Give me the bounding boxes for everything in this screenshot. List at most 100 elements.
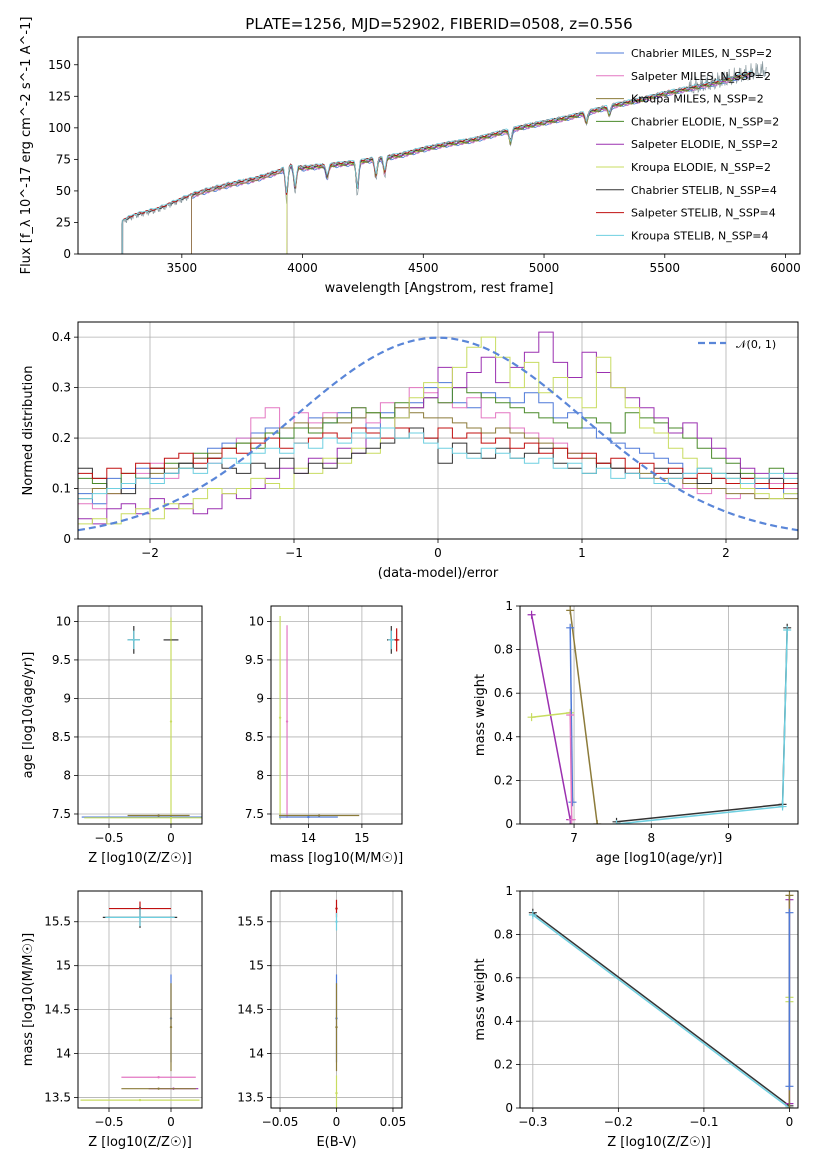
axes-frame [77, 36, 801, 255]
point-errorbar [127, 630, 140, 650]
panel-z-vs-mass: −0.5 0 13.5 14 14.5 15 15.5 Z [log10(Z/Z☉)] mass… [21, 890, 203, 1150]
point-marker [169, 816, 173, 820]
point-marker [169, 720, 173, 723]
y-tick-label: 15.5 [237, 915, 264, 929]
histogram-step [78, 336, 798, 525]
weight-line [616, 629, 788, 824]
y-tick-label: 0.2 [494, 773, 513, 787]
plot-area [81, 617, 202, 824]
plus-marker [778, 802, 787, 811]
point-errorbar [121, 1087, 196, 1090]
grid-lines [520, 890, 798, 1109]
y-tick-label: 50 [56, 184, 71, 198]
panel-ebv-vs-mass: −0.05 0 0.05 13.5 14 14.5 15 15.5 E(B-V) [237, 890, 406, 1150]
legend-label: Salpeter STELIB, N_SSP=4 [631, 207, 776, 220]
point-marker [157, 1087, 160, 1090]
point-marker [317, 814, 321, 817]
point-marker [169, 1025, 173, 1029]
weight-line [569, 714, 573, 820]
y-tick-label: 14 [249, 1047, 264, 1061]
model-line [100, 70, 752, 254]
axes-frame [77, 890, 203, 1109]
plus-marker [785, 1104, 794, 1108]
y-tick-label: 10 [56, 614, 71, 628]
grid-lines [271, 606, 402, 824]
y-tick-label: 10 [249, 614, 264, 628]
point-errorbar [388, 630, 395, 650]
x-tick-label: −0.1 [689, 1115, 718, 1129]
plot-area [278, 616, 400, 820]
panel-z-vs-age: −0.5 0 7.5 8 8.5 9 9.5 10 Z [log10(Z/Z☉)] age [lo… [21, 605, 203, 866]
y-tick-label: 8 [256, 768, 264, 782]
panel-spectrum: 3500 4000 4500 5000 5500 6000 0 25 50 75 100 125 150… [19, 17, 801, 296]
legend-label: Kroupa STELIB, N_SSP=4 [631, 229, 769, 242]
legend-label: 𝒩(0, 1) [736, 338, 776, 351]
y-tick-label: 0.4 [494, 730, 513, 744]
x-tick-label: 0 [434, 546, 442, 560]
weight-line [530, 614, 571, 820]
plus-marker [612, 820, 621, 824]
point-marker [138, 916, 142, 919]
panels: 3500 4000 4500 5000 5500 60000255075100125150… [19, 17, 801, 1150]
plus-marker [528, 910, 537, 919]
x-axis-label: E(B-V) [316, 1135, 356, 1150]
plus-marker [566, 606, 575, 615]
point-errorbar [279, 815, 338, 819]
point-errorbar [335, 1075, 338, 1108]
y-tick-label: 0 [505, 817, 513, 831]
point-marker [138, 1098, 142, 1102]
y-tick-label: 8 [63, 768, 71, 782]
point-errorbar [393, 628, 400, 652]
y-tick-label: 0 [505, 1101, 513, 1115]
weight-line [531, 712, 571, 718]
y-tick-label: 0.2 [494, 1058, 513, 1072]
y-tick-label: 15 [249, 959, 264, 973]
panel-z-vs-weight: −0.3 −0.2 −0.1 0 0 0.2 0.4 0.6 0.8 1 Z [log10(Z/Z☉… [473, 884, 799, 1150]
histogram-step [78, 387, 798, 489]
plus-marker [785, 1082, 794, 1091]
plus-marker [527, 713, 536, 722]
plus-marker [785, 891, 794, 900]
y-axis-label: age [log10(age/yr)] [21, 652, 36, 779]
y-tick-label: 14 [56, 1047, 71, 1061]
panel-residuals: −2 −1 0 1 2 0 0.1 0.2 0.3 0.4 (data-model)/error No… [21, 321, 799, 581]
y-tick-label: 7.5 [52, 807, 71, 821]
legend: 𝒩(0, 1) [698, 338, 776, 351]
x-tick-label: 0 [333, 1115, 341, 1129]
y-axis-label: mass [log10(M/M☉)] [21, 933, 36, 1066]
point-marker [390, 638, 393, 642]
y-tick-label: 1 [505, 599, 513, 613]
axes-frame [519, 890, 799, 1109]
plot-area [78, 331, 798, 532]
plot-area [100, 61, 767, 254]
point-errorbar [169, 617, 173, 824]
normal-curve [78, 336, 798, 532]
point-marker [335, 920, 338, 923]
x-tick-label: −2 [141, 546, 159, 560]
y-tick-label: 0.8 [494, 927, 513, 941]
x-tick-label: 4000 [287, 261, 318, 275]
plus-marker [567, 815, 576, 824]
grid-lines [78, 606, 202, 824]
legend-label: Chabrier STELIB, N_SSP=4 [631, 184, 777, 197]
point-errorbar [278, 616, 282, 820]
y-tick-label: 0.1 [52, 482, 71, 496]
point-marker [395, 638, 398, 642]
y-tick-label: 14.5 [44, 1003, 71, 1017]
x-tick-label: 1 [578, 546, 586, 560]
point-errorbar [121, 1076, 196, 1079]
weight-line [532, 914, 790, 1108]
y-tick-label: 9 [63, 691, 71, 705]
weight-line [569, 610, 598, 824]
weight-line [616, 627, 788, 823]
weight-line [532, 912, 790, 1107]
x-tick-label: 2 [722, 546, 730, 560]
grid-lines [520, 605, 798, 825]
point-errorbar [285, 625, 289, 818]
point-marker [157, 814, 160, 817]
plus-marker [785, 908, 794, 917]
point-marker [132, 638, 135, 642]
x-tick-label: 0 [167, 831, 175, 845]
y-axis-label: mass weight [473, 958, 488, 1040]
x-tick-label: 5000 [529, 261, 560, 275]
